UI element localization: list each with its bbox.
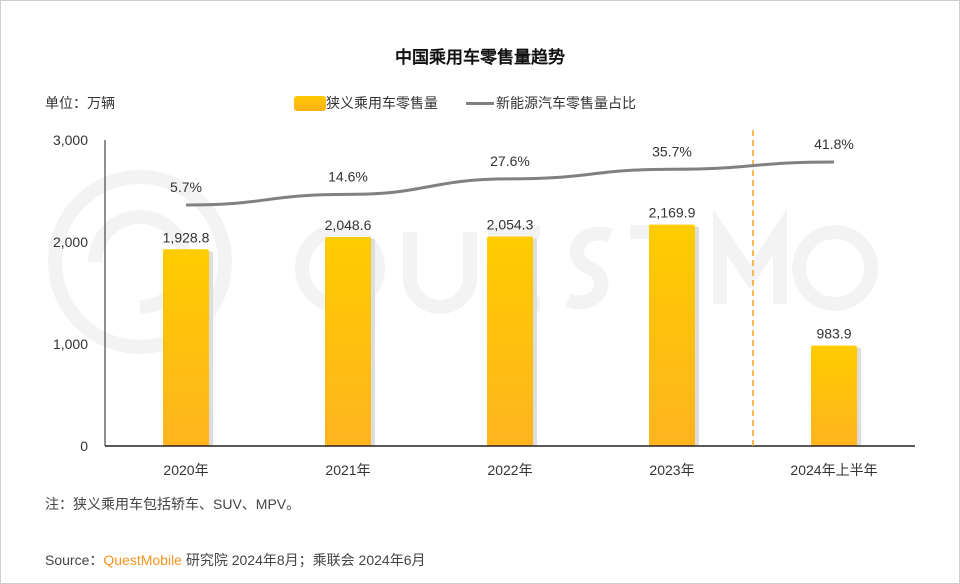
source-line: Source：QuestMobile 研究院 2024年8月；乘联会 2024年… [45,550,425,570]
line-value-label: 5.7% [170,179,202,195]
x-tick-label: 2022年 [487,462,532,478]
chart-title: 中国乘用车零售量趋势 [395,48,565,67]
x-tick-label: 2023年 [649,462,694,478]
y-tick-label: 1,000 [53,336,88,352]
legend-bar-label: 狭义乘用车零售量 [326,95,438,111]
source-brand: QuestMobile [103,552,182,568]
footnote: 注：狭义乘用车包括轿车、SUV、MPV。 [45,496,301,512]
bar [163,249,209,446]
legend-bar-swatch [294,95,326,111]
line-value-label: 14.6% [328,168,368,184]
unit-label: 单位：万辆 [45,95,115,111]
bar [487,236,533,446]
legend-line-swatch [466,101,494,105]
line-value-label: 27.6% [490,153,530,169]
source-rest: 研究院 2024年8月；乘联会 2024年6月 [181,552,426,568]
legend-line-label: 新能源汽车零售量占比 [496,95,636,111]
line-value-label: 35.7% [652,143,692,159]
y-tick-label: 2,000 [53,234,88,250]
bar-value-label: 1,928.8 [163,229,210,245]
share-line [185,160,835,207]
bar [811,345,857,446]
bar [325,237,371,446]
y-tick-label: 0 [80,438,88,454]
bar-value-label: 2,054.3 [487,216,534,232]
x-tick-label: 2024年上半年 [790,462,877,478]
bar-value-label: 2,048.6 [325,217,372,233]
line-value-label: 41.8% [814,136,854,152]
y-tick-label: 3,000 [53,132,88,148]
source-prefix: Source： [45,552,104,568]
x-tick-label: 2020年 [163,462,208,478]
x-tick-label: 2021年 [325,462,370,478]
legend: 狭义乘用车零售量 新能源汽车零售量占比 [294,93,636,113]
bar-value-label: 983.9 [816,326,851,342]
bar-value-label: 2,169.9 [649,205,696,221]
bar [649,224,695,446]
